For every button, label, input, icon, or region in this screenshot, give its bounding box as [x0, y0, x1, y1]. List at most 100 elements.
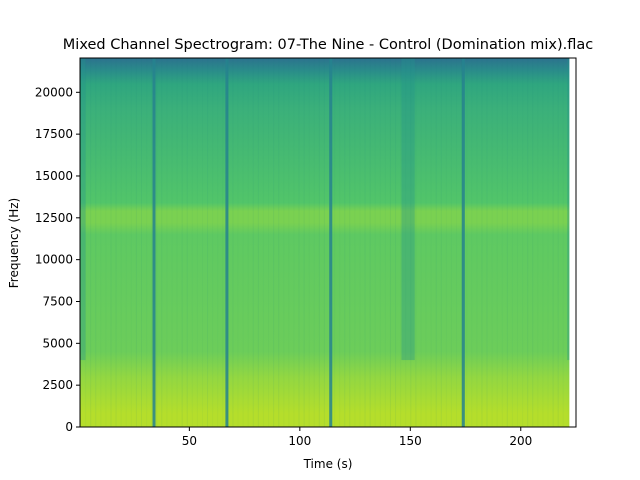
spectral-texture-line: [511, 58, 513, 427]
spectral-texture-line: [232, 58, 234, 427]
section-boundary-stripe: [152, 58, 156, 427]
spectral-texture-line: [95, 58, 97, 427]
spectral-texture-line: [334, 58, 336, 427]
y-tick-label: 10000: [35, 253, 73, 267]
axes-frame: [79, 57, 577, 428]
spectral-texture-line: [466, 58, 468, 427]
spectral-texture-line: [567, 58, 569, 427]
section-boundary-stripe: [461, 58, 465, 427]
spectral-texture-line: [369, 58, 371, 427]
spectral-texture-line: [491, 58, 493, 427]
y-tick-label: 0: [65, 420, 73, 434]
spectral-texture-line: [552, 58, 554, 427]
y-tick-label: 12500: [35, 211, 73, 225]
spectral-texture-line: [323, 58, 325, 427]
quiet-interval: [401, 58, 415, 361]
spectral-texture-line: [318, 58, 320, 427]
x-tick-label: 100: [288, 434, 311, 448]
y-tick-label: 5000: [42, 336, 73, 350]
spectral-texture-line: [359, 58, 361, 427]
spectral-texture-line: [379, 58, 381, 427]
x-tick-label: 50: [182, 434, 197, 448]
spectral-texture-line: [262, 58, 264, 427]
quiet-interval: [567, 58, 570, 361]
spectral-texture-line: [227, 58, 229, 427]
spectral-texture-line: [532, 58, 534, 427]
x-axis-ticks: 50 100 150 200: [182, 427, 532, 448]
y-tick-label: 7500: [42, 294, 73, 308]
spectrogram-body: [80, 58, 570, 427]
y-tick-label: 15000: [35, 169, 73, 183]
spectral-texture-line: [400, 58, 402, 427]
spectral-texture-line: [506, 58, 508, 427]
spectral-texture-line: [435, 58, 437, 427]
spectral-texture-line: [481, 58, 483, 427]
spectral-texture-line: [201, 58, 203, 427]
spectral-texture-line: [486, 58, 488, 427]
y-tick-label: 17500: [35, 127, 73, 141]
spectral-texture-line: [151, 58, 153, 427]
spectral-texture-line: [542, 58, 544, 427]
spectral-texture-line: [140, 58, 142, 427]
spectral-texture-line: [344, 58, 346, 427]
spectral-texture-line: [212, 58, 214, 427]
spectral-texture-line: [313, 58, 315, 427]
spectral-texture-line: [308, 58, 310, 427]
spectral-texture-line: [298, 58, 300, 427]
spectral-texture-line: [161, 58, 163, 427]
spectral-texture-line: [476, 58, 478, 427]
spectral-texture-line: [135, 58, 137, 427]
spectral-texture-line: [100, 58, 102, 427]
spectral-texture-line: [217, 58, 219, 427]
y-tick-label: 20000: [35, 85, 73, 99]
spectral-texture-line: [186, 58, 188, 427]
spectral-texture-line: [415, 58, 417, 427]
spectral-texture-line: [450, 58, 452, 427]
spectral-texture-line: [125, 58, 127, 427]
y-axis-ticks: 0 2500 5000 7500 10000 12500 15000 17500 20000: [35, 85, 80, 434]
spectral-texture-line: [339, 58, 341, 427]
spectral-texture-line: [557, 58, 559, 427]
spectral-texture-line: [242, 58, 244, 427]
spectral-texture-line: [430, 58, 432, 427]
spectral-texture-line: [257, 58, 259, 427]
spectral-texture-line: [90, 58, 92, 427]
chart-title: Mixed Channel Spectrogram: 07-The Nine -…: [63, 37, 593, 53]
spectral-texture-line: [176, 58, 178, 427]
spectral-texture-line: [120, 58, 122, 427]
spectral-texture-line: [247, 58, 249, 427]
spectral-texture-line: [196, 58, 198, 427]
spectral-texture-line: [110, 58, 112, 427]
y-tick-label: 2500: [42, 378, 73, 392]
spectral-texture-line: [268, 58, 270, 427]
section-boundary-stripe: [225, 58, 229, 427]
section-boundary-stripe: [329, 58, 333, 427]
spectral-texture-line: [527, 58, 529, 427]
spectral-texture-line: [293, 58, 295, 427]
quiet-interval: [80, 58, 86, 361]
spectral-texture-line: [354, 58, 356, 427]
spectral-texture-line: [405, 58, 407, 427]
spectral-texture-line: [501, 58, 503, 427]
spectral-texture-line: [456, 58, 458, 427]
spectral-texture-line: [517, 58, 519, 427]
spectral-texture-line: [181, 58, 183, 427]
x-tick-label: 150: [399, 434, 422, 448]
spectral-texture-line: [384, 58, 386, 427]
spectral-texture-line: [283, 58, 285, 427]
spectral-texture-line: [522, 58, 524, 427]
spectral-texture-line: [222, 58, 224, 427]
spectral-texture-line: [166, 58, 168, 427]
spectral-texture-line: [146, 58, 148, 427]
spectral-texture-line: [374, 58, 376, 427]
spectral-texture-line: [328, 58, 330, 427]
spectral-texture-line: [156, 58, 158, 427]
spectral-texture-line: [115, 58, 117, 427]
spectral-texture-line: [395, 58, 397, 427]
spectral-texture-line: [303, 58, 305, 427]
spectral-texture-line: [278, 58, 280, 427]
spectral-texture-line: [440, 58, 442, 427]
spectral-texture-line: [547, 58, 549, 427]
x-tick-label: 200: [509, 434, 532, 448]
